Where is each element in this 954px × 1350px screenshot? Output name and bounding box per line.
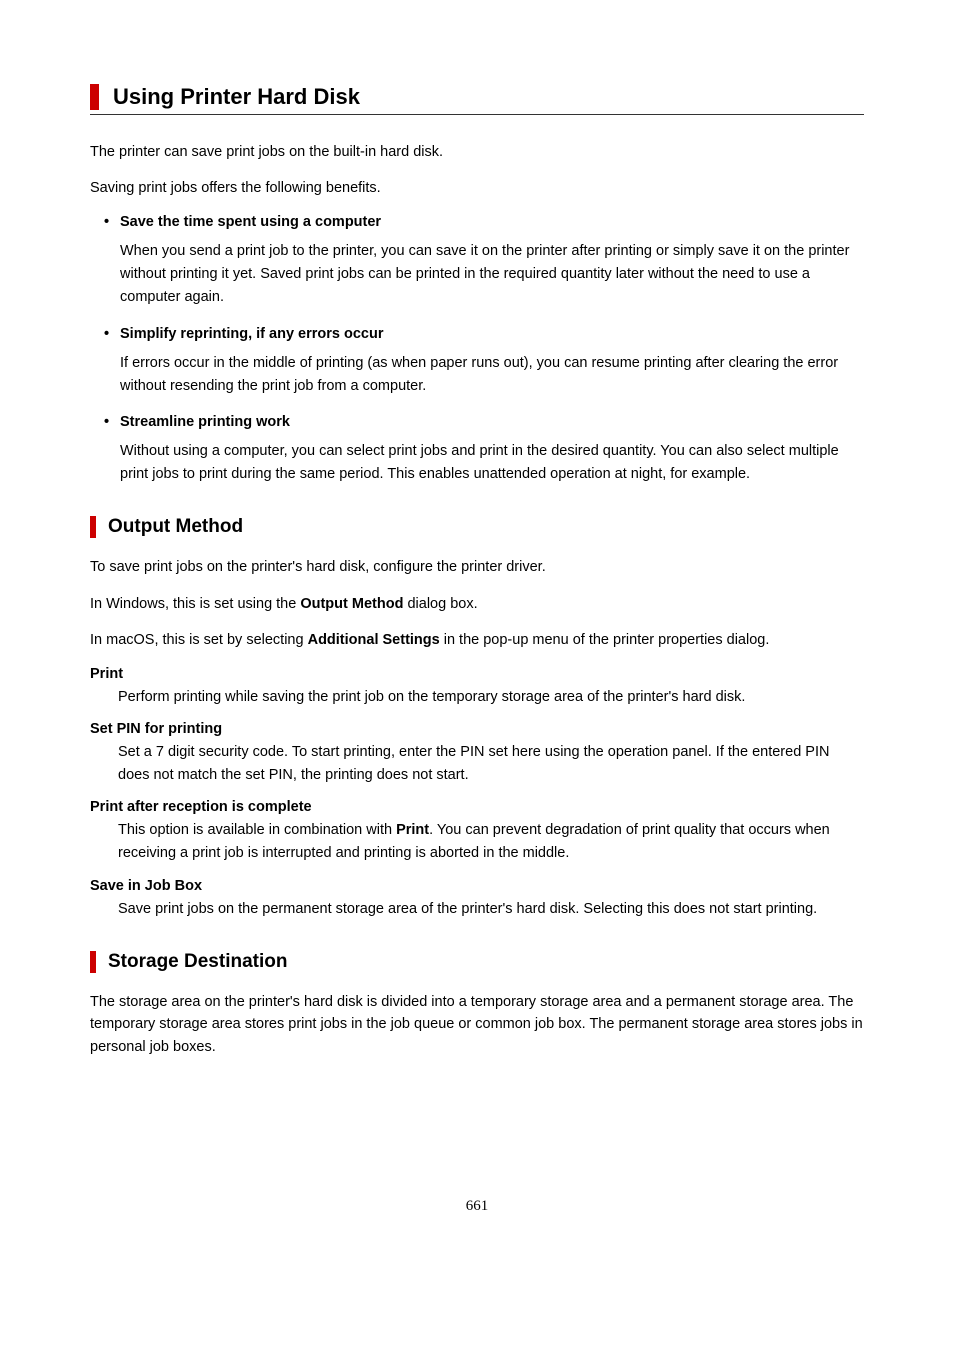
- text-span: Save print jobs on the permanent storage…: [118, 901, 817, 917]
- page-title-block: Using Printer Hard Disk: [90, 84, 864, 110]
- definition-body: This option is available in combination …: [90, 819, 864, 865]
- definition-term: Print: [90, 666, 864, 682]
- text-span: Perform printing while saving the print …: [118, 689, 745, 705]
- text-span: in the pop-up menu of the printer proper…: [440, 632, 770, 648]
- benefit-heading: Simplify reprinting, if any errors occur: [120, 326, 864, 342]
- text-span: In macOS, this is set by selecting: [90, 632, 308, 648]
- bold-term: Print: [396, 822, 429, 838]
- text-span: Set a 7 digit security code. To start pr…: [118, 744, 829, 783]
- text-span: In Windows, this is set using the: [90, 596, 300, 612]
- section-heading-output-method: Output Method: [90, 516, 864, 538]
- definition-term: Set PIN for printing: [90, 721, 864, 737]
- definition-term: Print after reception is complete: [90, 799, 864, 815]
- benefit-body: If errors occur in the middle of printin…: [120, 352, 864, 398]
- benefit-item: Simplify reprinting, if any errors occur…: [120, 326, 864, 398]
- definition-body: Perform printing while saving the print …: [90, 686, 864, 709]
- page-title: Using Printer Hard Disk: [113, 84, 864, 110]
- output-paragraph-1: To save print jobs on the printer's hard…: [90, 556, 864, 578]
- page-number: 661: [90, 1198, 864, 1215]
- title-underline: [90, 114, 864, 115]
- output-paragraph-3: In macOS, this is set by selecting Addit…: [90, 629, 864, 651]
- section-title: Storage Destination: [108, 951, 864, 973]
- bold-term: Output Method: [300, 596, 403, 612]
- definition-term: Save in Job Box: [90, 878, 864, 894]
- bold-term: Additional Settings: [308, 632, 440, 648]
- storage-paragraph-1: The storage area on the printer's hard d…: [90, 991, 864, 1058]
- benefit-item: Save the time spent using a computer Whe…: [120, 214, 864, 310]
- benefit-item: Streamline printing work Without using a…: [120, 414, 864, 486]
- output-paragraph-2: In Windows, this is set using the Output…: [90, 593, 864, 615]
- benefit-body: When you send a print job to the printer…: [120, 240, 864, 310]
- benefit-heading: Streamline printing work: [120, 414, 864, 430]
- definition-list: Print Perform printing while saving the …: [90, 666, 864, 921]
- definition-body: Save print jobs on the permanent storage…: [90, 898, 864, 921]
- section-title: Output Method: [108, 516, 864, 538]
- definition-body: Set a 7 digit security code. To start pr…: [90, 741, 864, 787]
- intro-paragraph-1: The printer can save print jobs on the b…: [90, 141, 864, 163]
- benefit-body: Without using a computer, you can select…: [120, 440, 864, 486]
- benefit-heading: Save the time spent using a computer: [120, 214, 864, 230]
- benefits-list: Save the time spent using a computer Whe…: [90, 214, 864, 486]
- section-heading-storage-destination: Storage Destination: [90, 951, 864, 973]
- text-span: dialog box.: [403, 596, 477, 612]
- text-span: This option is available in combination …: [118, 822, 396, 838]
- intro-paragraph-2: Saving print jobs offers the following b…: [90, 177, 864, 199]
